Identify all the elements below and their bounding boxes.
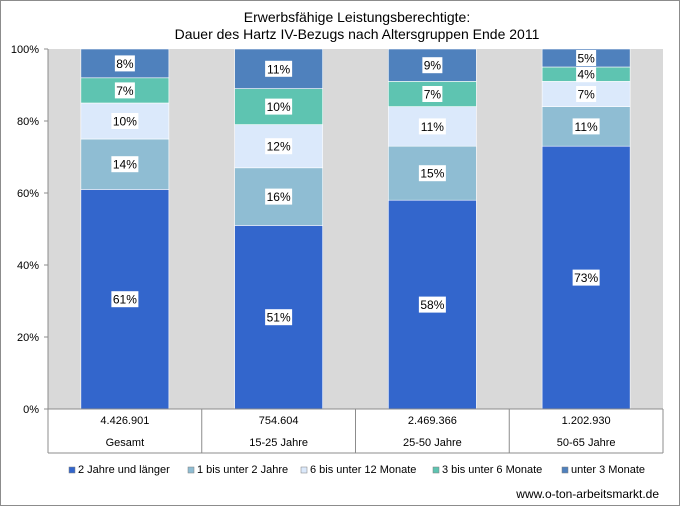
source-label: www.o-ton-arbeitsmarkt.de [515, 487, 659, 501]
data-label: 8% [116, 57, 134, 71]
data-label: 11% [421, 120, 444, 134]
legend-label: unter 3 Monate [571, 464, 645, 476]
chart-title-line-1: Erwerbsfähige Leistungsberechtigte: [244, 9, 470, 25]
data-label: 7% [424, 88, 442, 102]
y-tick-label: 20% [17, 332, 39, 344]
category-total: 754.604 [259, 415, 299, 427]
data-label-box [265, 60, 293, 77]
data-label: 15% [420, 167, 444, 181]
data-label-box [111, 291, 139, 308]
bar-segment [80, 138, 170, 190]
data-label-box [572, 118, 600, 135]
data-label: 58% [420, 298, 444, 312]
category-label: 25-50 Jahre [403, 437, 462, 449]
legend-swatch [300, 466, 308, 474]
data-label: 61% [113, 293, 137, 307]
data-label-box [576, 86, 597, 102]
legend-swatch [187, 466, 195, 474]
data-label: 16% [267, 190, 291, 204]
data-label: 73% [574, 271, 598, 285]
data-label: 14% [113, 158, 137, 172]
data-label: 11% [575, 120, 598, 134]
data-label-box [576, 50, 597, 66]
data-label: 10% [113, 115, 137, 129]
data-label-box [114, 55, 135, 72]
legend-swatch [68, 466, 76, 474]
category-total: 1.202.930 [562, 415, 611, 427]
data-label: 10% [267, 100, 291, 114]
data-label: 51% [267, 311, 291, 325]
data-label: 12% [267, 140, 291, 154]
data-label-box [265, 98, 293, 115]
legend: 2 Jahre und länger 1 bis unter 2 Jahre 6 b… [68, 464, 645, 476]
legend-label: 1 bis unter 2 Jahre [197, 464, 288, 476]
data-label: 5% [577, 52, 595, 66]
data-label: 9% [424, 59, 442, 73]
data-label-box [114, 82, 135, 99]
y-tick-label: 40% [17, 260, 39, 272]
data-label-box [111, 113, 139, 129]
data-label-box [111, 156, 139, 173]
category-table: 4.426.901 Gesamt 754.604 15-25 Jahre 2.469.3… [47, 408, 664, 454]
data-label: 7% [577, 88, 595, 102]
category-total: 2.469.366 [408, 415, 457, 427]
y-axis: 0% 20% 40% 60% 80% 100% [11, 44, 49, 416]
y-tick-label: 0% [23, 404, 39, 416]
legend-label: 3 bis unter 6 Monate [442, 464, 542, 476]
category-label: Gesamt [106, 437, 145, 449]
data-label: 4% [577, 68, 595, 82]
legend-swatch [432, 466, 440, 474]
data-label: 7% [116, 84, 134, 98]
data-label-box [418, 118, 446, 135]
y-tick-label: 60% [17, 188, 39, 200]
category-label: 50-65 Jahre [557, 437, 616, 449]
data-label-box [572, 269, 600, 286]
data-label-box [418, 165, 446, 182]
category-total: 4.426.901 [100, 415, 149, 427]
data-label: 11% [267, 62, 290, 76]
plot-area: 61% 14% 10% 7% 8% 51% 16% 12% 10% 11% 58% 15% 11% 7% 9… [48, 48, 663, 410]
y-tick-label: 80% [17, 116, 39, 128]
legend-label: 6 bis unter 12 Monate [310, 464, 416, 476]
data-label-box [418, 296, 446, 313]
legend-swatch [561, 466, 569, 474]
data-label-box [576, 66, 597, 83]
data-label-box [265, 188, 293, 205]
data-label-box [265, 138, 293, 155]
category-label: 15-25 Jahre [249, 437, 308, 449]
data-label-box [265, 309, 293, 326]
chart-title-line-2: Dauer des Hartz IV-Bezugs nach Altersgru… [175, 26, 540, 42]
data-label-box [422, 57, 443, 74]
y-tick-label: 100% [11, 44, 39, 56]
legend-label: 2 Jahre und länger [78, 464, 170, 476]
data-label-box [422, 86, 443, 102]
